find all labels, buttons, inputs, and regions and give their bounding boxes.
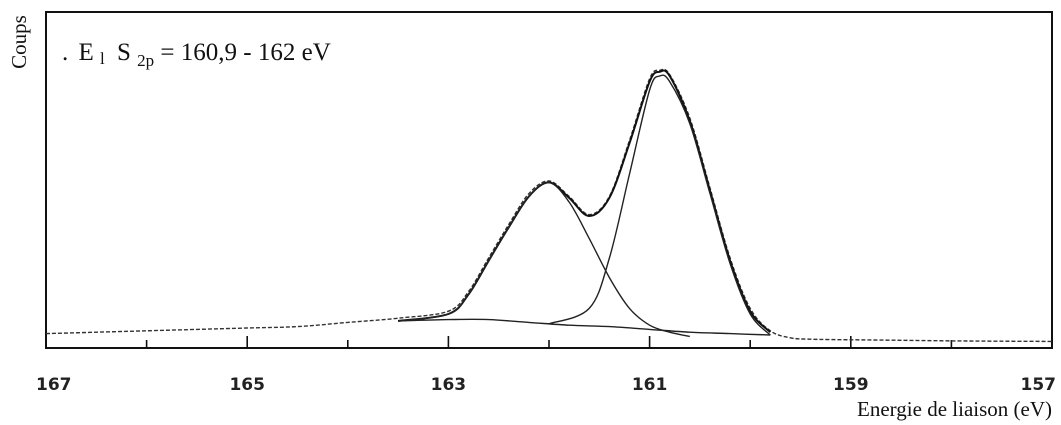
background-line bbox=[398, 318, 771, 336]
x-tick-label: 165 bbox=[229, 375, 265, 395]
component-1-line bbox=[398, 181, 690, 338]
x-tick-label: 157 bbox=[1021, 375, 1057, 395]
annotation-range: = 160,9 - 162 eV bbox=[160, 39, 330, 66]
annotation-e-sub: l bbox=[100, 49, 105, 68]
x-tick-label: 161 bbox=[632, 375, 668, 395]
annotation-s: S bbox=[117, 39, 131, 66]
component-2-line bbox=[548, 74, 771, 336]
x-tick-label: 163 bbox=[431, 375, 467, 395]
x-tick-label: 159 bbox=[833, 375, 869, 395]
x-axis-title: Energie de liaison (eV) bbox=[857, 397, 1052, 421]
annotation-s-sub: 2p bbox=[137, 51, 154, 70]
x-ticks: 167 165 163 161 159 157 bbox=[36, 336, 1056, 395]
x-tick-label: 167 bbox=[36, 375, 72, 395]
curves bbox=[45, 68, 1053, 343]
experimental-spectrum-line bbox=[45, 68, 1053, 343]
y-axis-title: Coups bbox=[7, 15, 31, 69]
annotation-e: E bbox=[79, 39, 94, 66]
annotation-prefix: . bbox=[62, 39, 68, 66]
annotation-text: . E l S 2p = 160,9 - 162 eV bbox=[62, 39, 331, 72]
